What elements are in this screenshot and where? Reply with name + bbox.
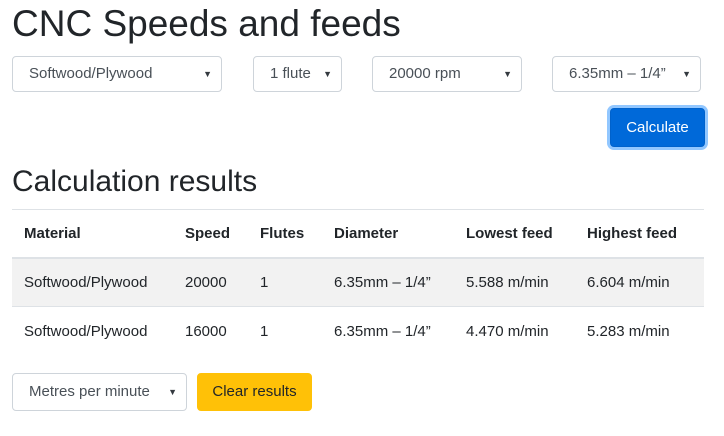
- chevron-down-icon: ▼: [323, 69, 332, 79]
- calculate-button[interactable]: Calculate: [610, 108, 705, 147]
- units-select[interactable]: Metres per minute ▼: [12, 373, 187, 411]
- page-title: CNC Speeds and feeds: [12, 3, 401, 44]
- cell-diameter: 6.35mm – 1/4”: [322, 257, 454, 307]
- chevron-down-icon: ▼: [503, 69, 512, 79]
- cell-speed: 20000: [173, 257, 248, 307]
- units-select-value: Metres per minute: [29, 383, 150, 400]
- chevron-down-icon: ▼: [682, 69, 691, 79]
- table-row: Softwood/Plywood 16000 1 6.35mm – 1/4” 4…: [12, 306, 704, 356]
- column-header-highest-feed: Highest feed: [575, 209, 704, 259]
- chevron-down-icon: ▼: [203, 69, 212, 79]
- material-select[interactable]: Softwood/Plywood ▼: [12, 56, 222, 92]
- cell-highest-feed: 5.283 m/min: [575, 306, 704, 356]
- clear-results-button[interactable]: Clear results: [197, 373, 312, 411]
- chevron-down-icon: ▼: [168, 387, 177, 397]
- diameter-select[interactable]: 6.35mm – 1/4” ▼: [552, 56, 701, 92]
- speed-select-value: 20000 rpm: [389, 65, 461, 82]
- speed-select[interactable]: 20000 rpm ▼: [372, 56, 522, 92]
- flutes-select[interactable]: 1 flute ▼: [253, 56, 342, 92]
- column-header-diameter: Diameter: [322, 209, 454, 259]
- material-select-value: Softwood/Plywood: [29, 65, 153, 82]
- diameter-select-value: 6.35mm – 1/4”: [569, 65, 666, 82]
- results-table: Material Speed Flutes Diameter Lowest fe…: [12, 209, 704, 356]
- cell-lowest-feed: 5.588 m/min: [454, 257, 575, 307]
- cell-flutes: 1: [248, 257, 322, 307]
- table-header-row: Material Speed Flutes Diameter Lowest fe…: [12, 209, 704, 259]
- cell-material: Softwood/Plywood: [12, 306, 173, 356]
- column-header-speed: Speed: [173, 209, 248, 259]
- column-header-material: Material: [12, 209, 173, 259]
- cell-lowest-feed: 4.470 m/min: [454, 306, 575, 356]
- cell-material: Softwood/Plywood: [12, 257, 173, 307]
- column-header-flutes: Flutes: [248, 209, 322, 259]
- cell-diameter: 6.35mm – 1/4”: [322, 306, 454, 356]
- results-title: Calculation results: [12, 165, 258, 198]
- flutes-select-value: 1 flute: [270, 65, 311, 82]
- cell-highest-feed: 6.604 m/min: [575, 257, 704, 307]
- table-row: Softwood/Plywood 20000 1 6.35mm – 1/4” 5…: [12, 257, 704, 307]
- column-header-lowest-feed: Lowest feed: [454, 209, 575, 259]
- cell-flutes: 1: [248, 306, 322, 356]
- cell-speed: 16000: [173, 306, 248, 356]
